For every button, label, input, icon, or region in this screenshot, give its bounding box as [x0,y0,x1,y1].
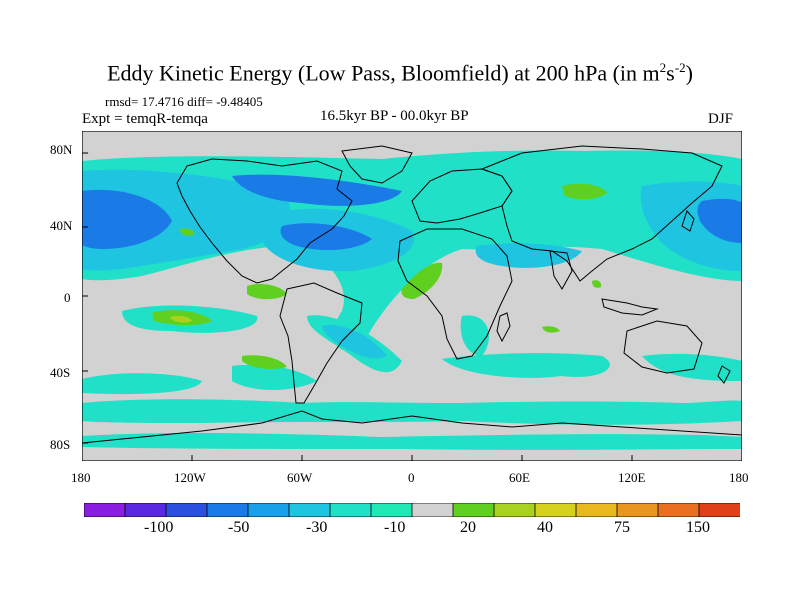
colorbar-label-40: 40 [537,519,553,536]
colorbar-swatch [329,503,372,517]
colorbar-label-minus-100: -100 [144,519,174,536]
colorbar [84,503,740,517]
colorbar-swatch [493,503,536,517]
eke-map [82,131,742,461]
lat-label-80s: 80S [50,437,71,452]
colorbar-swatch [84,503,126,517]
australia-coastline [623,320,703,374]
colorbar-label-150: 150 [686,519,710,536]
colorbar-label-20: 20 [460,519,476,536]
colorbar-label-75: 75 [614,519,630,536]
colorbar-swatch [247,503,290,517]
colorbar-swatch [534,503,577,517]
new-zealand-coastline [717,365,731,384]
strong-negative-anomaly-layer [82,174,742,251]
madagascar-coastline [496,312,511,343]
colorbar-swatch [411,503,454,517]
japan-coastline [681,210,695,232]
antarctica-coastline [82,410,742,444]
lat-label-0: 0 [64,290,71,305]
moderate-positive-anomaly-layer [170,315,192,323]
figure-title: Eddy Kinetic Energy (Low Pass, Bloomfiel… [107,60,693,86]
lon-label-0: 0 [408,470,415,485]
colorbar-swatch [165,503,208,517]
period-label: 16.5kyr BP - 00.0kyr BP [320,108,469,124]
colorbar-swatch [206,503,249,517]
axis-ticks [82,152,633,461]
colorbar-label-minus-30: -30 [306,519,328,536]
stats-label: rmsd= 17.4716 diff= -9.48405 [105,94,263,109]
lon-label-120w: 120W [174,470,206,485]
colorbar-swatch [288,503,331,517]
colorbar-swatch [698,503,740,517]
colorbar-swatch [452,503,495,517]
indonesia-coastline [601,298,659,316]
lon-label-180w: 180 [71,470,91,485]
coastlines [82,145,742,444]
season-label: DJF [708,111,734,127]
lat-label-80n: 80N [50,142,73,157]
experiment-label: Expt = temqR-temqa [82,111,208,127]
lon-label-180e: 180 [729,470,749,485]
asia-coastline [480,145,723,282]
colorbar-swatch [370,503,413,517]
north-america-coastline [176,158,353,284]
greenland-coastline [341,145,413,184]
lat-label-40s: 40S [50,365,71,380]
colorbar-swatch [616,503,659,517]
colorbar-swatch [657,503,700,517]
africa-coastline [397,228,513,360]
india-coastline [549,250,573,290]
colorbar-swatch [124,503,167,517]
colorbar-label-minus-10: -10 [384,519,406,536]
lon-label-60e: 60E [509,470,530,485]
colorbar-label-minus-50: -50 [228,519,250,536]
lon-label-60w: 60W [287,470,313,485]
lat-label-40n: 40N [50,218,73,233]
lon-label-120e: 120E [618,470,646,485]
colorbar-swatch [575,503,618,517]
south-america-coastline [279,282,363,404]
